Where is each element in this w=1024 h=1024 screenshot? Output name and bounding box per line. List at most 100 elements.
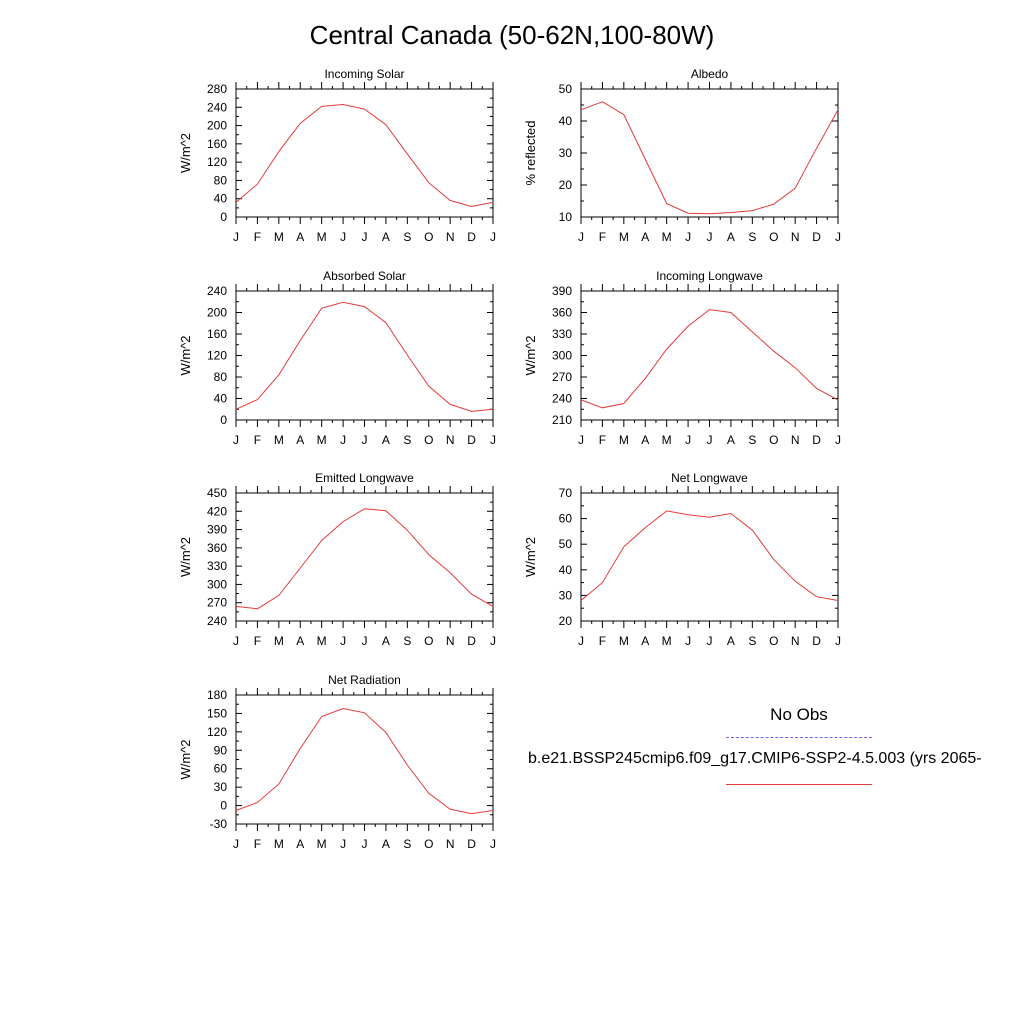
y-tick-label: 0: [220, 210, 227, 224]
x-tick-label: J: [362, 433, 368, 447]
x-tick-label: D: [812, 634, 821, 648]
y-tick-label: 40: [214, 192, 228, 206]
x-tick-label: M: [274, 837, 284, 851]
x-tick-label: S: [748, 433, 756, 447]
x-tick-label: O: [424, 433, 433, 447]
y-tick-label: 200: [207, 119, 227, 133]
x-tick-label: J: [578, 230, 584, 244]
x-tick-label: J: [233, 837, 239, 851]
y-tick-label: 300: [207, 577, 227, 591]
plot-frame: [580, 492, 839, 622]
x-tick-label: A: [641, 230, 649, 244]
x-tick-label: O: [769, 230, 778, 244]
x-tick-label: A: [382, 634, 390, 648]
y-tick-label: 40: [559, 563, 573, 577]
panel-title: Net Longwave: [671, 471, 748, 485]
x-tick-label: A: [641, 433, 649, 447]
panel-title: Net Radiation: [328, 673, 401, 687]
series-line: [235, 301, 494, 412]
y-tick-label: 60: [214, 762, 228, 776]
x-tick-label: M: [662, 230, 672, 244]
series-line: [235, 707, 494, 815]
plot-frame: [580, 290, 839, 421]
y-tick-label: 120: [207, 725, 227, 739]
x-tick-label: O: [769, 634, 778, 648]
x-tick-label: D: [467, 634, 476, 648]
x-tick-label: F: [254, 433, 261, 447]
x-tick-label: N: [791, 230, 800, 244]
panel-title: Incoming Longwave: [656, 269, 763, 283]
x-tick-label: J: [707, 634, 713, 648]
x-tick-label: A: [727, 230, 735, 244]
y-tick-label: 70: [559, 486, 573, 500]
series-line: [235, 103, 494, 208]
x-tick-label: N: [446, 433, 455, 447]
x-tick-label: J: [685, 230, 691, 244]
x-tick-label: D: [467, 230, 476, 244]
x-tick-label: A: [382, 230, 390, 244]
x-tick-label: S: [403, 634, 411, 648]
x-tick-label: M: [619, 634, 629, 648]
x-tick-label: J: [233, 634, 239, 648]
y-tick-label: 60: [559, 512, 573, 526]
y-tick-label: 50: [559, 82, 573, 96]
x-tick-label: D: [812, 230, 821, 244]
y-tick-label: 20: [559, 178, 573, 192]
x-tick-label: J: [578, 433, 584, 447]
x-tick-label: J: [340, 634, 346, 648]
plot-frame: [580, 88, 839, 218]
y-tick-label: 240: [207, 614, 227, 628]
x-tick-label: D: [812, 433, 821, 447]
y-tick-label: 20: [559, 614, 573, 628]
x-tick-label: S: [748, 634, 756, 648]
y-tick-label: 390: [207, 523, 227, 537]
x-tick-label: F: [599, 433, 606, 447]
x-tick-label: J: [490, 433, 496, 447]
x-tick-label: M: [662, 634, 672, 648]
y-tick-label: 240: [552, 392, 572, 406]
y-tick-label: 280: [207, 82, 227, 96]
x-tick-label: J: [835, 230, 841, 244]
y-axis-label: W/m^2: [178, 739, 193, 779]
y-tick-label: 160: [207, 327, 227, 341]
y-tick-label: 0: [220, 799, 227, 813]
x-tick-label: J: [490, 230, 496, 244]
y-tick-label: 420: [207, 504, 227, 518]
x-tick-label: M: [317, 433, 327, 447]
x-tick-label: A: [296, 433, 304, 447]
y-axis-label: W/m^2: [178, 537, 193, 577]
x-tick-label: J: [685, 634, 691, 648]
x-tick-label: M: [274, 433, 284, 447]
x-tick-label: A: [641, 634, 649, 648]
y-axis-label: W/m^2: [178, 133, 193, 173]
x-tick-label: J: [340, 230, 346, 244]
y-tick-label: 50: [559, 537, 573, 551]
x-tick-label: A: [727, 634, 735, 648]
y-tick-label: 300: [552, 349, 572, 363]
y-tick-label: 390: [552, 284, 572, 298]
legend-obs-swatch: [726, 737, 872, 738]
x-tick-label: A: [296, 837, 304, 851]
x-tick-label: A: [296, 230, 304, 244]
x-tick-label: J: [835, 634, 841, 648]
x-tick-label: J: [233, 230, 239, 244]
y-tick-label: 270: [552, 370, 572, 384]
panel-title: Albedo: [691, 67, 729, 81]
panel-title: Emitted Longwave: [315, 471, 414, 485]
x-tick-label: M: [662, 433, 672, 447]
x-tick-label: M: [274, 634, 284, 648]
panel-title: Incoming Solar: [324, 67, 404, 81]
x-tick-label: J: [835, 433, 841, 447]
x-tick-label: A: [382, 837, 390, 851]
plot-frame: [235, 694, 494, 825]
x-tick-label: O: [424, 230, 433, 244]
x-tick-label: F: [599, 230, 606, 244]
legend-model-label: b.e21.BSSP245cmip6.f09_g17.CMIP6-SSP2-4.…: [528, 750, 982, 767]
x-tick-label: N: [791, 634, 800, 648]
